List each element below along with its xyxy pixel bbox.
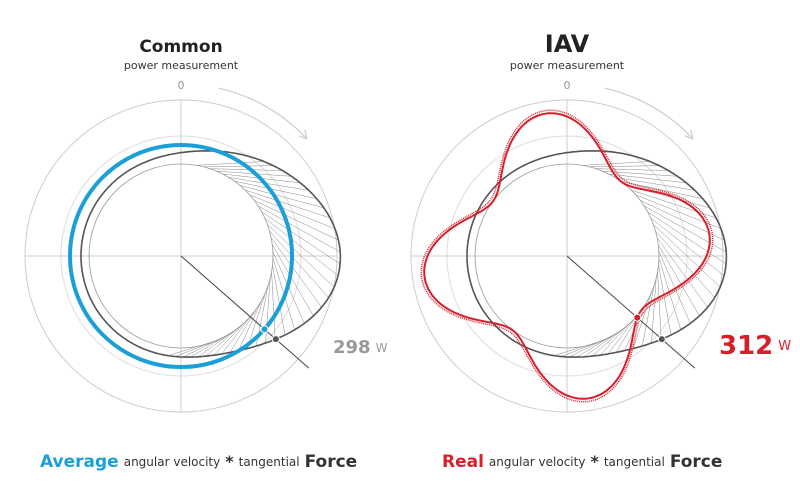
force-spoke [655, 230, 715, 298]
arrow-head [684, 129, 694, 140]
force-spoke [229, 303, 260, 353]
force-spoke [167, 339, 219, 356]
force-spoke [620, 180, 703, 199]
force-dot [657, 335, 666, 344]
force-spoke [245, 189, 331, 219]
force-spoke [651, 278, 657, 344]
force-spoke [272, 244, 314, 317]
force-spoke [228, 177, 309, 191]
force-spoke [582, 161, 651, 166]
force-spoke [561, 336, 611, 357]
velocity-curve [68, 143, 294, 369]
force-spoke [658, 258, 682, 330]
pointer [180, 255, 310, 369]
force-spoke [596, 168, 669, 171]
force-spoke [553, 339, 605, 356]
force-spoke [203, 165, 274, 168]
panel-subtitle: power measurement [124, 59, 239, 72]
force-spoke [657, 272, 662, 340]
power-value: 298 W [333, 337, 388, 358]
force-spoke [175, 336, 225, 357]
caption-part2: tangential [604, 455, 665, 469]
force-spoke [264, 217, 339, 276]
caption-end: Force [305, 452, 358, 472]
force-spoke [614, 177, 695, 191]
force-spoke [270, 237, 322, 308]
arrow-head [298, 129, 308, 140]
velocity-dot [633, 313, 642, 322]
force-spoke [589, 165, 660, 168]
caption: Average angular velocity * tangential Force [40, 452, 357, 473]
caption-part1: angular velocity [489, 455, 586, 469]
panel-title: Common [139, 37, 222, 57]
caption-operator: * [225, 452, 234, 471]
force-spoke [210, 168, 283, 171]
caption-operator: * [590, 452, 599, 471]
force-spoke [632, 291, 652, 349]
force-spoke [640, 200, 725, 241]
velocity-curve-hatch [420, 109, 714, 403]
force-spoke [650, 217, 725, 276]
force-spoke [656, 237, 708, 308]
caption-highlight: Average [40, 452, 119, 472]
force-spoke [608, 173, 687, 184]
caption-end: Force [670, 452, 723, 472]
force-spoke [196, 161, 265, 166]
velocity-dot [260, 325, 269, 334]
pointer [566, 255, 696, 369]
force-spoke [182, 333, 231, 358]
rotation-arrow [218, 87, 308, 140]
force-spoke [568, 333, 617, 358]
force-curve [80, 149, 342, 358]
force-spoke [246, 291, 266, 349]
force-spoke [238, 297, 264, 351]
force-spoke [658, 244, 700, 317]
force-spoke [190, 329, 237, 358]
rotation-arrow [604, 87, 694, 140]
force-spoke [647, 211, 727, 265]
force-spoke [234, 180, 317, 199]
caption-highlight: Real [442, 452, 484, 472]
caption-part2: tangential [239, 455, 300, 469]
force-spoke [658, 251, 691, 324]
force-spoke [272, 265, 286, 336]
panel-subtitle: power measurement [510, 59, 625, 72]
caption: Real angular velocity * tangential Force [442, 452, 722, 473]
force-spoke [258, 205, 341, 253]
caption-part1: angular velocity [124, 455, 221, 469]
panel-title: IAV [545, 30, 590, 58]
force-dot [271, 335, 280, 344]
value-unit: W [778, 339, 791, 354]
force-spoke [239, 185, 324, 209]
power-value: 312 W [719, 331, 791, 361]
base-circle [88, 163, 274, 349]
value-number: 298 [333, 337, 371, 358]
force-spoke [254, 200, 339, 241]
zero-label: 0 [564, 79, 571, 92]
force-spoke [658, 265, 672, 336]
force-spoke [271, 272, 276, 340]
base-circle [474, 163, 660, 349]
force-spoke [641, 285, 655, 347]
force-spoke [653, 224, 721, 288]
force-spoke [576, 329, 623, 358]
value-number: 312 [719, 331, 773, 361]
force-spoke [261, 211, 341, 265]
force-spoke [269, 230, 329, 298]
force-spoke [249, 194, 336, 230]
force-spoke [602, 170, 678, 177]
force-curve [466, 149, 728, 358]
panel: Common power measurement 0 298 W Average angul… [24, 37, 388, 473]
zero-label: 0 [178, 79, 185, 92]
velocity-curve [423, 112, 711, 400]
force-spoke [267, 224, 335, 288]
value-unit: W [376, 341, 388, 355]
force-spoke [631, 189, 717, 219]
